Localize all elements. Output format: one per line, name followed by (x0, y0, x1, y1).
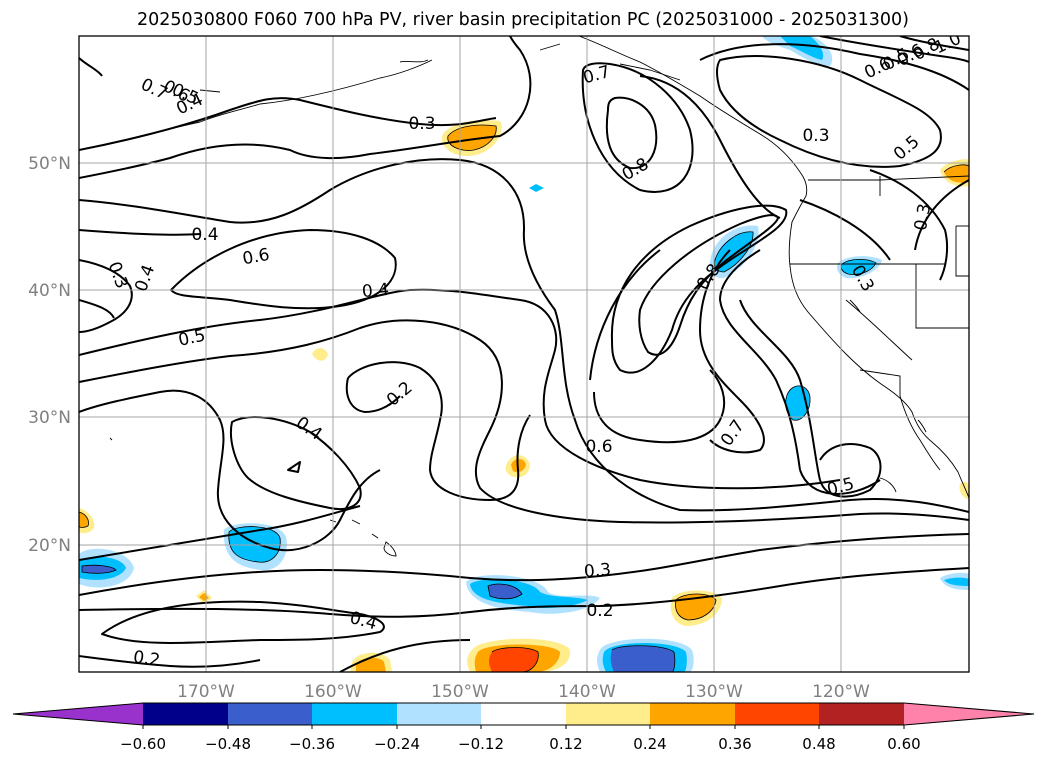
contour-label: 0.4 (191, 225, 218, 245)
lon-tick-label: 130°W (685, 682, 743, 702)
lon-tick-label: 120°W (812, 682, 870, 702)
map-frame (78, 35, 970, 673)
colorbar-tick-label: −0.60 (120, 735, 166, 753)
contour-label: 0.3 (408, 114, 435, 134)
lat-tick-label: 50°N (28, 154, 71, 174)
colorbar-extend-high (904, 703, 1034, 725)
colorbar-tick-label: 0.48 (802, 735, 835, 753)
colorbar-tick-label: −0.24 (374, 735, 420, 753)
longitude-labels: 170°W 160°W 150°W 140°W 130°W 120°W (177, 682, 870, 702)
contour-label: 0.2 (132, 647, 162, 671)
contour-label: 0.2 (586, 601, 613, 621)
colorbar: −0.60 −0.48 −0.36 −0.24 −0.12 0.12 0.24 … (12, 702, 1035, 753)
colorbar-segment (819, 703, 904, 725)
lon-tick-label: 150°W (431, 682, 489, 702)
colorbar-tick-label: −0.48 (205, 735, 251, 753)
map-gridlines (79, 36, 969, 672)
contour-label: 0.3 (583, 560, 612, 582)
pv-contours (79, 36, 969, 672)
colorbar-tick-label: −0.36 (289, 735, 335, 753)
colorbar-segment (228, 703, 312, 725)
lon-tick-label: 170°W (177, 682, 235, 702)
colorbar-extend-low (13, 703, 143, 725)
colorbar-segment (397, 703, 481, 725)
lon-tick-label: 160°W (304, 682, 362, 702)
contour-label: 0.3 (911, 202, 935, 232)
map-title: 2025030800 F060 700 hPa PV, river basin … (137, 10, 909, 30)
lat-tick-label: 40°N (28, 281, 71, 301)
latitude-labels: 50°N 40°N 30°N 20°N (28, 154, 71, 556)
contour-label: 0.6 (585, 437, 612, 457)
colorbar-tick-label: −0.12 (458, 735, 504, 753)
colorbar-segment (735, 703, 819, 725)
colorbar-tick-label: 0.12 (549, 735, 582, 753)
colorbar-segment (143, 703, 228, 725)
colorbar-tick-label: 0.60 (887, 735, 920, 753)
colorbar-segment (312, 703, 397, 725)
contour-label: 0.3 (802, 126, 829, 146)
map-panel: 0.7 0.6 0.5 0.4 0.3 0.7 0.8 0.3 0.5 0.6 … (78, 35, 970, 673)
contour-label: 0.4 (361, 280, 390, 302)
colorbar-segment (566, 703, 650, 725)
lat-tick-label: 20°N (28, 536, 71, 556)
lon-tick-label: 140°W (558, 682, 616, 702)
colorbar-segment (650, 703, 735, 725)
colorbar-tick-label: 0.36 (718, 735, 751, 753)
precip-outlines (79, 124, 969, 672)
contour-label: 0.6 (241, 245, 271, 269)
colorbar-segment (481, 703, 566, 725)
lat-tick-label: 30°N (28, 408, 71, 428)
colorbar-tick-label: 0.24 (633, 735, 666, 753)
